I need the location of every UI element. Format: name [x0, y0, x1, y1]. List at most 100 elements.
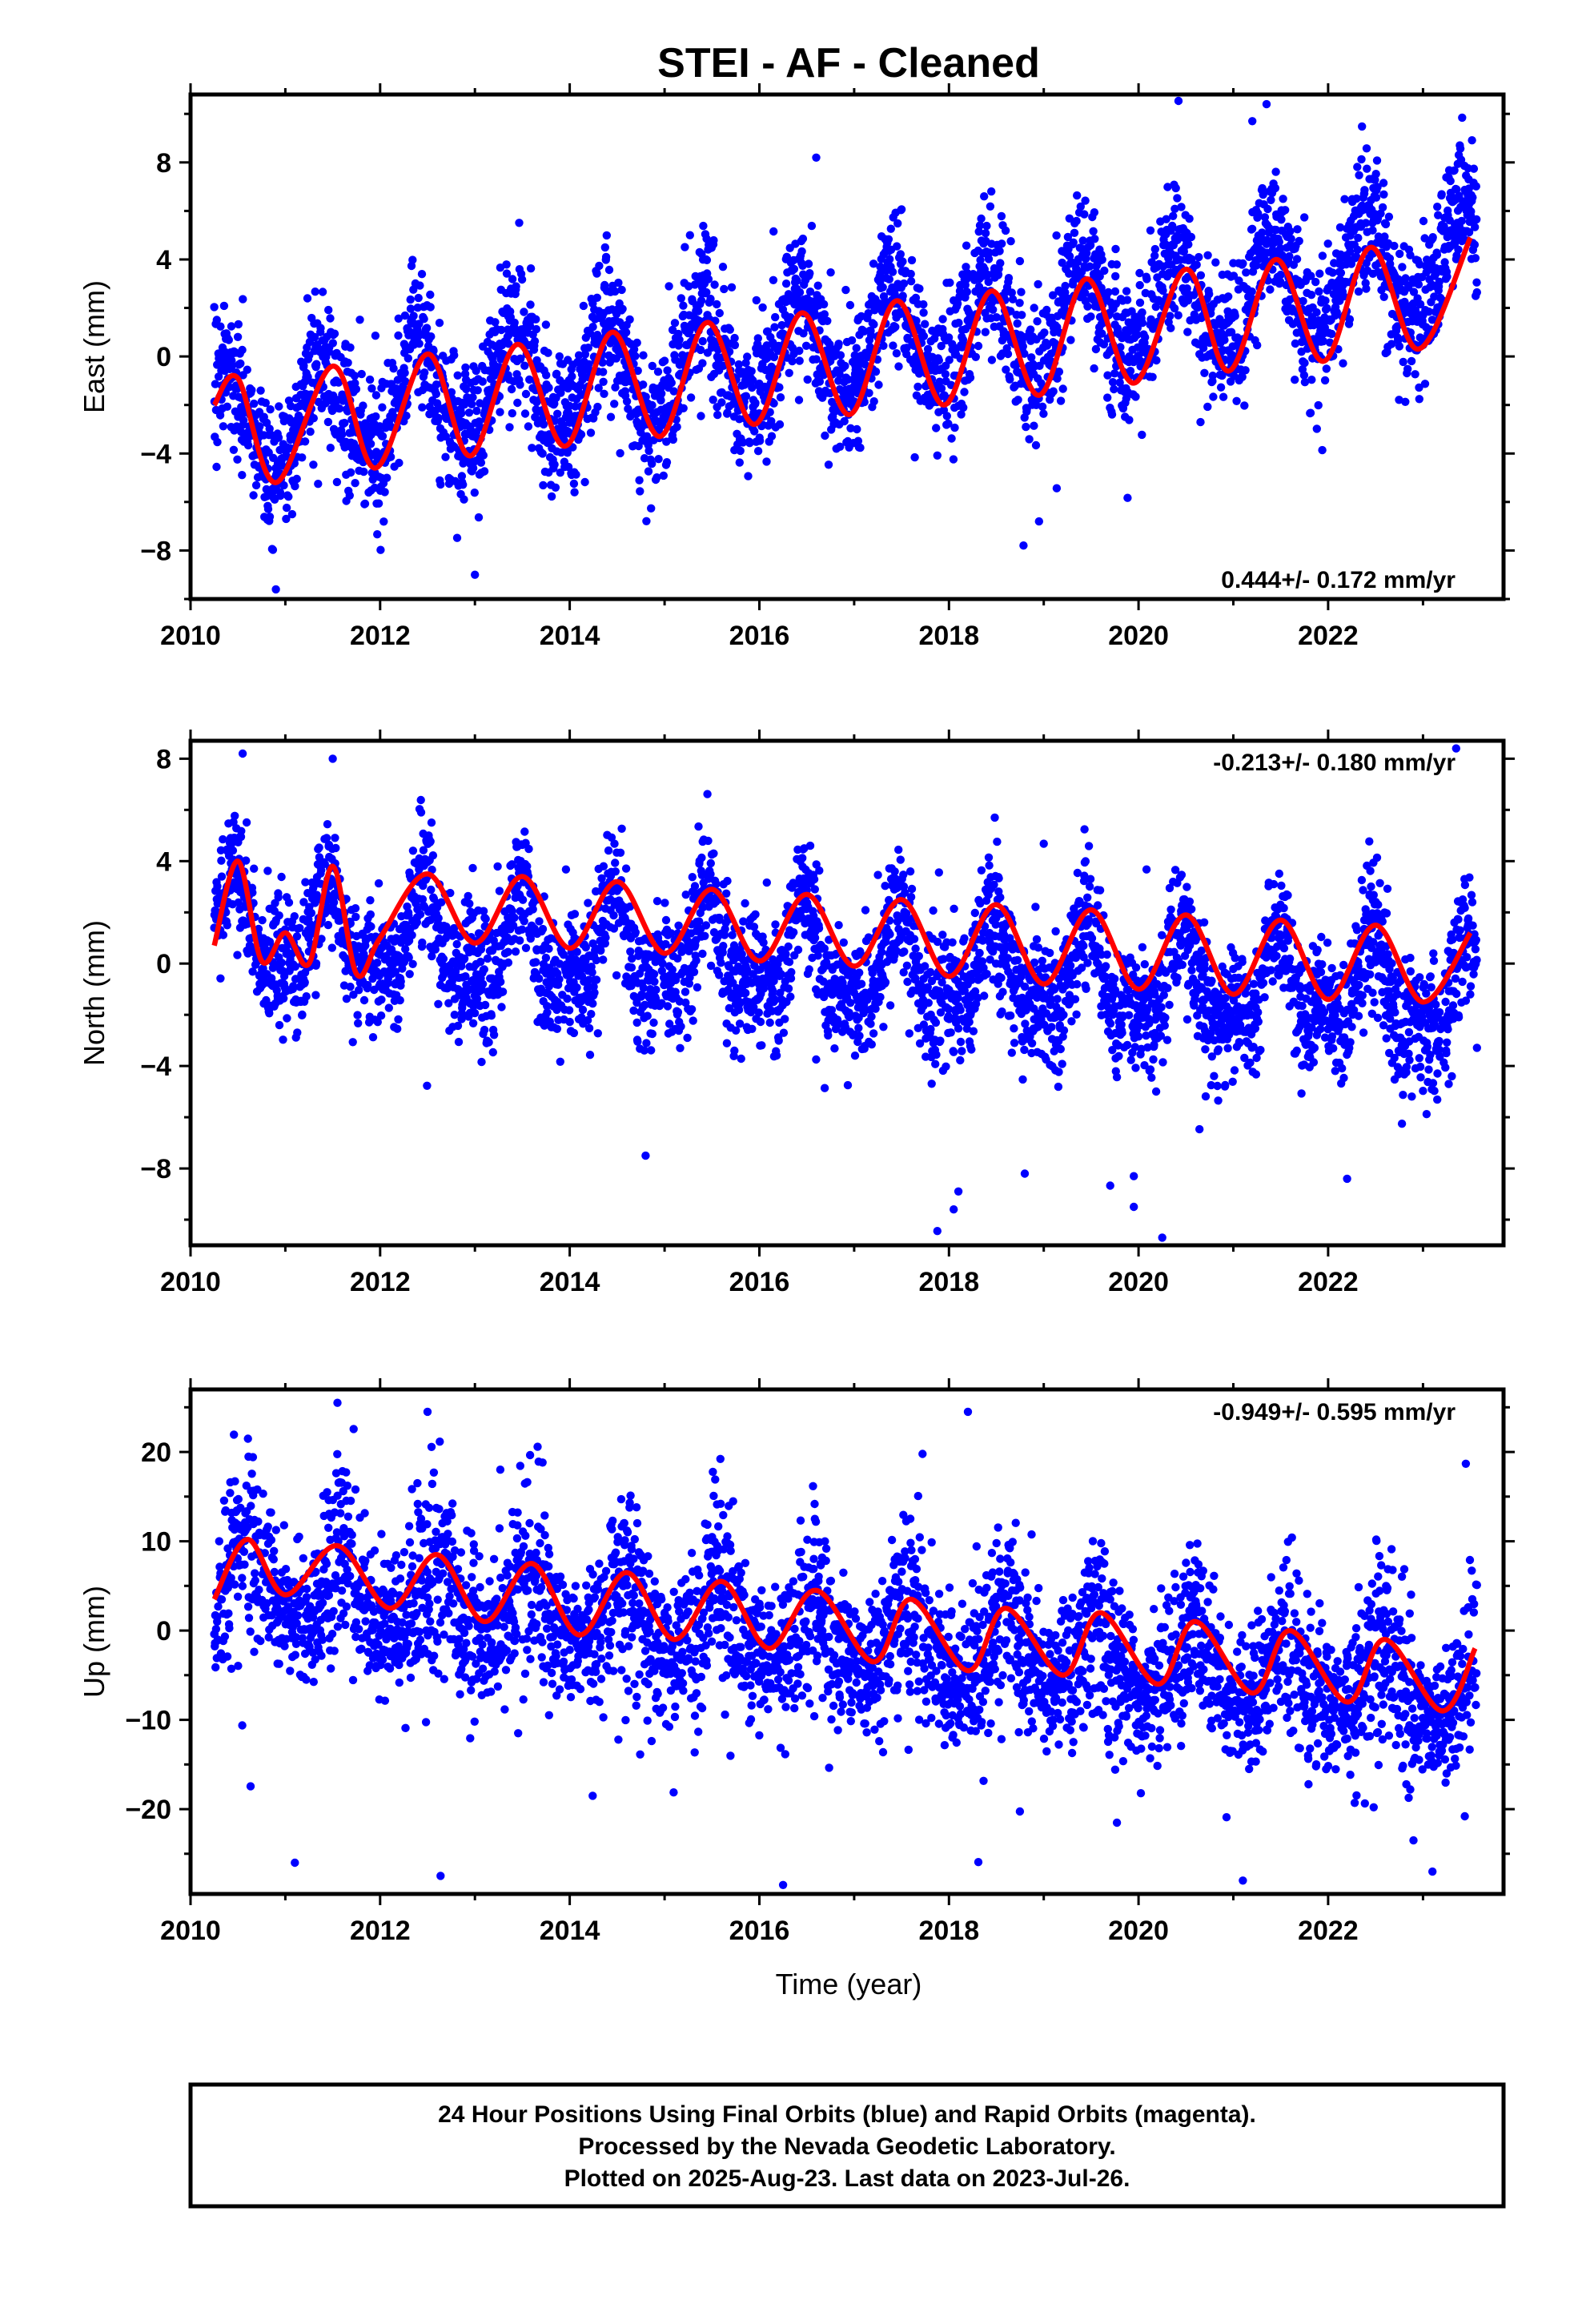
data-point	[348, 1038, 357, 1047]
data-point	[1054, 368, 1064, 376]
data-point	[470, 489, 479, 497]
data-point	[1163, 183, 1172, 191]
data-point	[1428, 233, 1437, 242]
data-point	[427, 363, 436, 372]
data-point	[1271, 183, 1280, 193]
data-point	[1200, 368, 1209, 377]
data-point	[1380, 232, 1389, 241]
data-point	[408, 846, 418, 855]
data-point	[311, 991, 320, 999]
data-point	[564, 462, 573, 472]
data-point	[1336, 268, 1346, 277]
data-point	[871, 367, 881, 376]
data-point	[598, 358, 607, 367]
data-point	[636, 487, 644, 496]
data-point	[210, 303, 219, 312]
data-point	[906, 277, 916, 286]
data-point	[1287, 235, 1295, 243]
data-point	[600, 243, 609, 252]
data-point	[1254, 209, 1263, 218]
data-point	[1073, 191, 1082, 200]
data-point	[480, 1000, 490, 1010]
data-point	[250, 864, 259, 873]
data-point	[717, 398, 726, 407]
data-point	[544, 944, 553, 953]
data-point	[813, 281, 822, 290]
data-point	[1446, 176, 1455, 186]
data-point	[391, 967, 400, 976]
data-point	[301, 878, 310, 887]
data-point	[654, 455, 663, 464]
east-rate-label: 0.444+/- 0.172 mm/yr	[1221, 567, 1456, 593]
data-point	[769, 275, 778, 284]
data-point	[484, 1038, 493, 1047]
data-point	[869, 320, 878, 329]
data-point	[481, 915, 490, 923]
outlier-point	[812, 153, 821, 162]
data-point	[363, 980, 372, 990]
data-point	[702, 255, 712, 264]
data-point	[1122, 287, 1131, 296]
data-point	[706, 295, 715, 304]
data-point	[995, 247, 1004, 255]
data-point	[1328, 268, 1337, 277]
data-point	[1216, 383, 1226, 392]
data-point	[593, 1029, 602, 1038]
data-point	[1205, 290, 1214, 299]
data-point	[539, 420, 548, 429]
data-point	[644, 446, 653, 456]
data-point	[845, 300, 855, 310]
data-point	[1014, 396, 1022, 404]
data-point	[1387, 340, 1396, 348]
data-point	[1066, 336, 1075, 344]
data-point	[1058, 384, 1067, 393]
data-point	[581, 943, 590, 952]
data-point	[417, 270, 427, 279]
data-point	[1311, 277, 1320, 287]
data-point	[1291, 339, 1300, 348]
data-point	[730, 333, 739, 343]
data-point	[212, 316, 221, 324]
data-point	[317, 866, 326, 875]
data-point	[1053, 374, 1062, 383]
figure-title: STEI - AF - Cleaned	[657, 40, 1040, 86]
data-point	[1279, 195, 1287, 203]
data-point	[1116, 343, 1125, 352]
data-point	[366, 440, 375, 448]
data-point	[1267, 195, 1275, 204]
data-point	[727, 283, 737, 292]
data-point	[1401, 274, 1410, 283]
data-point	[617, 285, 626, 295]
data-point	[1100, 266, 1109, 275]
data-point	[346, 343, 355, 352]
data-point	[685, 282, 693, 291]
data-point	[511, 947, 520, 956]
data-point	[1224, 292, 1233, 301]
data-point	[515, 219, 524, 227]
data-point	[408, 931, 416, 940]
data-point	[441, 452, 450, 461]
data-point	[835, 370, 844, 379]
data-point	[1148, 372, 1157, 381]
data-point	[853, 424, 861, 434]
data-point	[524, 844, 533, 854]
data-point	[1253, 340, 1262, 350]
data-point	[861, 360, 869, 369]
data-point	[497, 1003, 506, 1011]
data-point	[1032, 400, 1041, 409]
data-point	[573, 357, 582, 367]
data-point	[1420, 234, 1429, 243]
data-point	[1209, 392, 1218, 401]
data-point	[1042, 305, 1051, 315]
data-point	[1006, 375, 1014, 384]
data-point	[1131, 392, 1140, 401]
data-point	[233, 455, 242, 464]
data-point	[947, 434, 956, 443]
data-point	[317, 935, 326, 943]
data-point	[865, 388, 873, 397]
data-point	[405, 970, 414, 979]
data-point	[1286, 227, 1295, 235]
data-point	[468, 400, 476, 408]
x-tick-label: 2010	[160, 621, 221, 651]
data-point	[629, 345, 639, 354]
